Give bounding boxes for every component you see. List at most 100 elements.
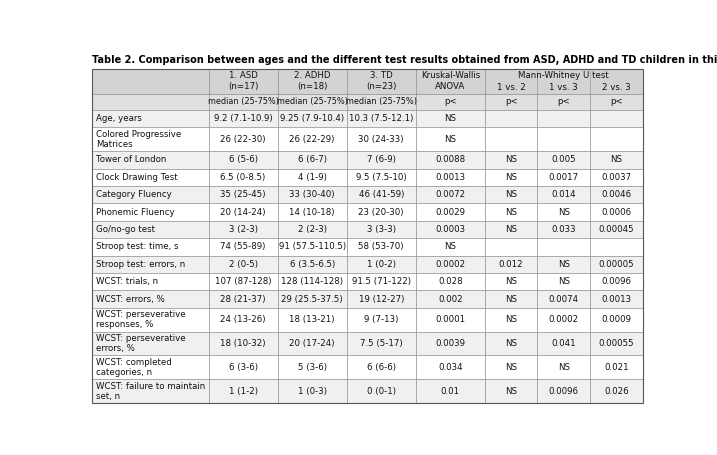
Bar	[485, 110, 537, 127]
Text: 107 (87-128): 107 (87-128)	[215, 277, 271, 286]
Text: 26 (22-30): 26 (22-30)	[220, 135, 266, 144]
Bar	[590, 379, 642, 403]
Text: 58 (53-70): 58 (53-70)	[358, 243, 404, 251]
Text: NS: NS	[505, 339, 517, 348]
Text: 1 vs. 2: 1 vs. 2	[497, 83, 526, 92]
Bar	[277, 379, 347, 403]
Text: 0.0088: 0.0088	[435, 155, 465, 164]
Bar	[416, 203, 485, 221]
Bar	[537, 256, 590, 273]
Bar	[347, 256, 416, 273]
Text: median (25-75%): median (25-75%)	[208, 97, 279, 106]
Bar	[277, 110, 347, 127]
Bar	[209, 94, 277, 110]
Bar	[590, 308, 642, 332]
Bar	[590, 94, 642, 110]
Bar	[416, 168, 485, 186]
Bar	[347, 94, 416, 110]
Text: WCST: completed
categories, n: WCST: completed categories, n	[96, 358, 171, 377]
Bar	[347, 203, 416, 221]
Text: 6.5 (0-8.5): 6.5 (0-8.5)	[220, 173, 266, 182]
Bar	[416, 127, 485, 151]
Bar	[209, 186, 277, 203]
Text: 1 (0-3): 1 (0-3)	[298, 387, 327, 396]
Bar	[416, 273, 485, 290]
Bar	[590, 203, 642, 221]
Bar	[485, 355, 537, 379]
Bar	[537, 332, 590, 355]
Text: WCST: perseverative
errors, %: WCST: perseverative errors, %	[96, 334, 186, 353]
Text: 0.0001: 0.0001	[435, 315, 465, 324]
Bar	[416, 379, 485, 403]
Text: WCST: failure to maintain
set, n: WCST: failure to maintain set, n	[96, 382, 205, 401]
Text: Go/no-go test: Go/no-go test	[96, 225, 155, 234]
Text: 0.0072: 0.0072	[435, 190, 465, 199]
Bar	[277, 151, 347, 168]
Text: NS: NS	[558, 363, 570, 372]
Text: Phonemic Fluency: Phonemic Fluency	[96, 207, 174, 217]
Bar	[209, 110, 277, 127]
Bar	[416, 221, 485, 238]
Text: 0.0002: 0.0002	[549, 315, 579, 324]
Text: 9.25 (7.9-10.4): 9.25 (7.9-10.4)	[280, 114, 344, 123]
Text: 0.00045: 0.00045	[599, 225, 634, 234]
Text: 28 (21-37): 28 (21-37)	[220, 294, 266, 303]
Text: 0.0009: 0.0009	[602, 315, 631, 324]
Text: 3 (3-3): 3 (3-3)	[366, 225, 396, 234]
Bar	[92, 94, 209, 110]
Bar	[485, 379, 537, 403]
Text: NS: NS	[445, 243, 456, 251]
Text: NS: NS	[445, 114, 456, 123]
Bar	[209, 290, 277, 308]
Bar	[92, 290, 209, 308]
Text: WCST: trials, n: WCST: trials, n	[96, 277, 158, 286]
Bar	[277, 290, 347, 308]
Bar	[92, 308, 209, 332]
Text: 2 (0-5): 2 (0-5)	[229, 260, 257, 269]
Bar	[92, 238, 209, 256]
Text: p<: p<	[444, 97, 457, 106]
Text: NS: NS	[558, 260, 570, 269]
Bar	[209, 221, 277, 238]
Bar	[537, 355, 590, 379]
Bar	[209, 203, 277, 221]
Bar	[92, 168, 209, 186]
Text: 1. ASD
(n=17): 1. ASD (n=17)	[228, 71, 258, 91]
Bar	[485, 290, 537, 308]
Bar	[347, 273, 416, 290]
Bar	[277, 127, 347, 151]
Bar	[485, 94, 537, 110]
Bar	[485, 256, 537, 273]
Bar	[347, 379, 416, 403]
Bar	[209, 355, 277, 379]
Bar	[537, 238, 590, 256]
Bar	[537, 110, 590, 127]
Text: 2 vs. 3: 2 vs. 3	[602, 83, 631, 92]
Bar	[209, 379, 277, 403]
Text: Kruskal-Wallis
ANOVA: Kruskal-Wallis ANOVA	[421, 71, 480, 91]
Bar	[347, 221, 416, 238]
Text: NS: NS	[505, 225, 517, 234]
Text: Tower of London: Tower of London	[96, 155, 166, 164]
Bar	[590, 290, 642, 308]
Bar	[92, 127, 209, 151]
Bar	[92, 203, 209, 221]
Bar	[277, 69, 347, 94]
Text: p<: p<	[610, 97, 622, 106]
Text: 35 (25-45): 35 (25-45)	[220, 190, 266, 199]
Text: median (25-75%): median (25-75%)	[277, 97, 348, 106]
Text: 9.2 (7.1-10.9): 9.2 (7.1-10.9)	[214, 114, 272, 123]
Text: 0.026: 0.026	[604, 387, 629, 396]
Text: 0.033: 0.033	[551, 225, 576, 234]
Bar	[347, 332, 416, 355]
Text: 0.021: 0.021	[604, 363, 629, 372]
Bar	[277, 221, 347, 238]
Text: 6 (6-6): 6 (6-6)	[366, 363, 396, 372]
Text: Table 2. Comparison between ages and the different test results obtained from AS: Table 2. Comparison between ages and the…	[92, 55, 717, 65]
Bar	[537, 379, 590, 403]
Bar	[209, 151, 277, 168]
Text: Age, years: Age, years	[96, 114, 142, 123]
Text: Colored Progressive
Matrices: Colored Progressive Matrices	[96, 130, 181, 149]
Bar	[277, 256, 347, 273]
Bar	[590, 110, 642, 127]
